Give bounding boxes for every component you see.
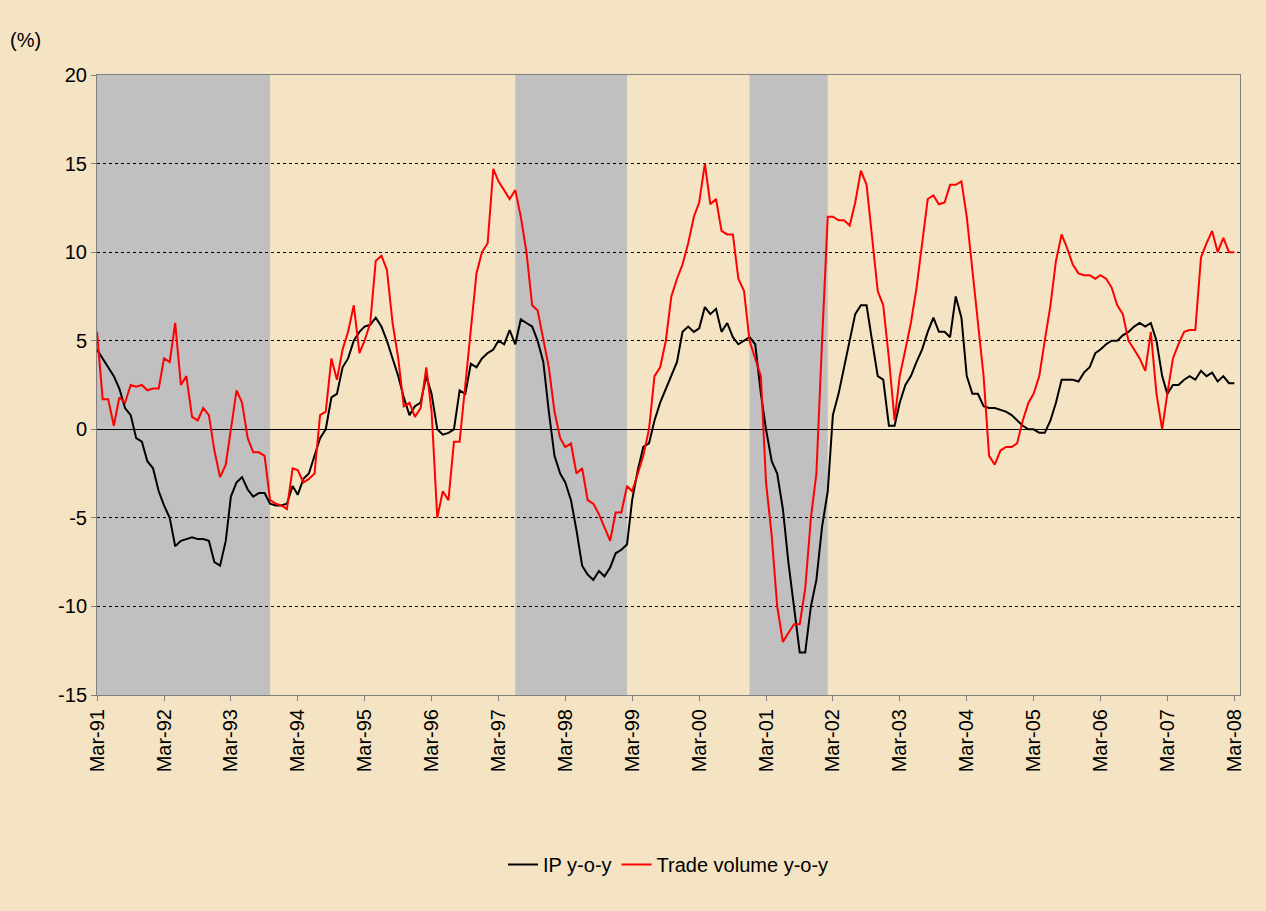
svg-text:20: 20 (65, 64, 87, 86)
svg-text:0: 0 (76, 418, 87, 440)
svg-text:Mar-91: Mar-91 (86, 709, 108, 772)
svg-text:Mar-94: Mar-94 (286, 709, 308, 772)
svg-text:Mar-92: Mar-92 (153, 709, 175, 772)
svg-text:-5: -5 (69, 507, 87, 529)
svg-text:Mar-08: Mar-08 (1223, 709, 1245, 772)
svg-text:Mar-02: Mar-02 (821, 709, 843, 772)
svg-text:15: 15 (65, 153, 87, 175)
svg-text:-15: -15 (58, 684, 87, 706)
svg-text:Mar-07: Mar-07 (1156, 709, 1178, 772)
svg-text:Mar-98: Mar-98 (554, 709, 576, 772)
svg-text:Mar-96: Mar-96 (420, 709, 442, 772)
svg-text:Mar-99: Mar-99 (621, 709, 643, 772)
svg-text:-10: -10 (58, 595, 87, 617)
svg-text:IP y-o-y: IP y-o-y (543, 854, 612, 876)
svg-text:Mar-04: Mar-04 (955, 709, 977, 772)
svg-text:Mar-93: Mar-93 (219, 709, 241, 772)
svg-text:Mar-95: Mar-95 (353, 709, 375, 772)
svg-text:5: 5 (76, 330, 87, 352)
svg-text:Trade volume y-o-y: Trade volume y-o-y (657, 854, 829, 876)
svg-text:Mar-97: Mar-97 (487, 709, 509, 772)
svg-text:(%): (%) (10, 29, 41, 51)
svg-text:10: 10 (65, 241, 87, 263)
svg-text:Mar-01: Mar-01 (755, 709, 777, 772)
svg-text:Mar-03: Mar-03 (888, 709, 910, 772)
svg-text:Mar-05: Mar-05 (1022, 709, 1044, 772)
svg-text:Mar-06: Mar-06 (1089, 709, 1111, 772)
svg-text:Mar-00: Mar-00 (688, 709, 710, 772)
